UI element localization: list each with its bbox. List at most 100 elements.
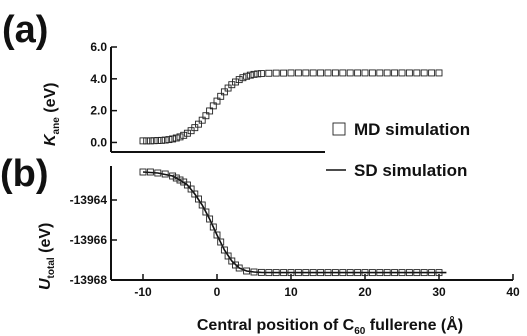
- panel-b-md-point: [287, 269, 295, 277]
- panel-b-md-point: [243, 267, 251, 275]
- panel-b-y-axis-title-main: U: [37, 278, 54, 290]
- panel-a-md-point: [398, 69, 406, 77]
- panel-b-md-point: [428, 269, 436, 277]
- legend-md-label: MD simulation: [354, 120, 470, 139]
- panel-a-md-point: [232, 78, 239, 86]
- panel-a-md-point: [202, 112, 210, 120]
- panel-b-md-point: [235, 264, 243, 272]
- panel-b-md-point: [198, 201, 206, 209]
- panel-a-y-axis-title-main: K: [42, 133, 59, 146]
- panel-a-md-point: [272, 69, 280, 77]
- panel-a-md-point: [172, 134, 180, 142]
- panel-a-md-point: [302, 69, 310, 77]
- panel-b-md-point: [413, 269, 421, 277]
- panel-a-md-point: [413, 69, 421, 77]
- panel-a-md-point: [383, 69, 391, 77]
- panel-a-md-point: [209, 102, 217, 110]
- panel-a-md-point: [195, 120, 202, 128]
- panel-b-md-point: [187, 185, 195, 193]
- panel-a-md-point: [198, 116, 206, 124]
- panel-b-md-point: [220, 246, 228, 254]
- panel-a-md-point: [346, 69, 354, 77]
- panel-b-md-point: [294, 269, 302, 277]
- panel-a-md-point: [361, 69, 369, 77]
- panel-b-md-point: [383, 269, 391, 277]
- panel-b-md-point: [161, 170, 169, 178]
- x-axis-title-tail: fullerene (Å): [365, 315, 463, 334]
- panel-b-md-point: [376, 269, 384, 277]
- panel-a-md-point: [217, 92, 225, 100]
- panel-a-y-tick-label: 4.0: [90, 72, 107, 86]
- panel-a-md-point: [165, 136, 173, 144]
- panel-a-md-point: [309, 69, 317, 77]
- panel-a-y-tick-label: 2.0: [90, 104, 107, 118]
- panel-a-md-point: [324, 69, 332, 77]
- panel-b-x-axis-title: Central position of C60 fullerene (Å): [197, 315, 463, 336]
- panel-b: (b) -13964 -13966 -13968 -10 0 10 20 30 40 Utotal …: [0, 153, 520, 336]
- panel-b-md-point: [265, 269, 273, 277]
- panel-b-md-point: [224, 252, 232, 260]
- panel-a-md-point: [428, 69, 436, 77]
- panel-a-md-point: [287, 69, 295, 77]
- panel-b-md-point: [139, 168, 147, 176]
- panel-b-md-point: [209, 223, 217, 231]
- panel-a-md-point: [206, 107, 214, 115]
- panel-a-md-point: [139, 137, 147, 145]
- panel-b-md-point: [169, 172, 177, 180]
- panel-b-md-point: [361, 269, 369, 277]
- panel-a-md-point: [176, 133, 184, 141]
- panel-a-md-point: [257, 70, 265, 78]
- panel-b-md-point: [420, 269, 428, 277]
- panel-a-md-point: [243, 72, 251, 80]
- panel-a-md-point: [220, 88, 228, 96]
- legend: MD simulation SD simulation: [326, 120, 470, 180]
- panel-b-md-point: [324, 269, 332, 277]
- panel-b-md-point: [257, 268, 265, 276]
- panel-a-md-point: [435, 69, 443, 77]
- panel-a-md-point: [235, 76, 243, 84]
- panel-a-md-point: [158, 136, 165, 144]
- panel-b-md-point: [354, 269, 362, 277]
- panel-b-md-point: [398, 269, 406, 277]
- panel-a-md-point: [339, 69, 347, 77]
- panel-a-md-point: [420, 69, 428, 77]
- panel-a-md-point: [405, 69, 413, 77]
- panel-a-md-point: [183, 129, 191, 137]
- panel-b-x-tick-label: 40: [506, 285, 520, 299]
- panel-a-y-tick-label: 0.0: [90, 135, 107, 149]
- panel-a-y-axis-title-unit: (eV): [42, 83, 59, 118]
- panel-b-md-point: [202, 208, 210, 216]
- panel-b-md-point: [191, 190, 199, 198]
- panel-b-sd-line: [142, 171, 447, 274]
- x-axis-title-sub: 60: [354, 326, 366, 336]
- panel-b-y-axis-title-unit: (eV): [37, 223, 54, 258]
- panel-b-md-point: [183, 181, 191, 189]
- panel-b-md-point: [228, 257, 236, 265]
- panel-a-md-point: [317, 69, 325, 77]
- panel-b-md-point: [435, 269, 443, 277]
- legend-sd-label: SD simulation: [354, 161, 467, 180]
- panel-b-label: (b): [0, 153, 49, 195]
- panel-a-md-point: [239, 74, 247, 82]
- panel-b-x-tick-label: -10: [134, 285, 152, 299]
- panel-b-md-point: [309, 269, 317, 277]
- panel-b-x-tick-label: 10: [284, 285, 298, 299]
- panel-a-md-point: [180, 131, 188, 139]
- panel-b-md-point: [302, 269, 310, 277]
- panel-a-md-point: [354, 69, 362, 77]
- panel-a-y-axis-title-sub: ane: [51, 117, 62, 135]
- panel-a-md-point: [331, 69, 339, 77]
- panel-b-y-tick-label: -13966: [70, 233, 108, 247]
- panel-b-y-axis-title-sub: total: [46, 257, 57, 278]
- panel-b-md-point: [250, 268, 258, 276]
- panel-b-md-point: [272, 269, 280, 277]
- panel-b-md-point: [346, 269, 354, 277]
- panel-a-md-point: [376, 69, 384, 77]
- panel-b-x-tick-label: 30: [432, 285, 446, 299]
- panel-a-md-point: [161, 136, 169, 144]
- panel-b-md-point: [213, 231, 221, 239]
- x-axis-title-main: Central position of C: [197, 317, 355, 334]
- panel-a-y-axis-title: Kane (eV): [42, 83, 62, 146]
- panel-a-md-point: [250, 70, 258, 78]
